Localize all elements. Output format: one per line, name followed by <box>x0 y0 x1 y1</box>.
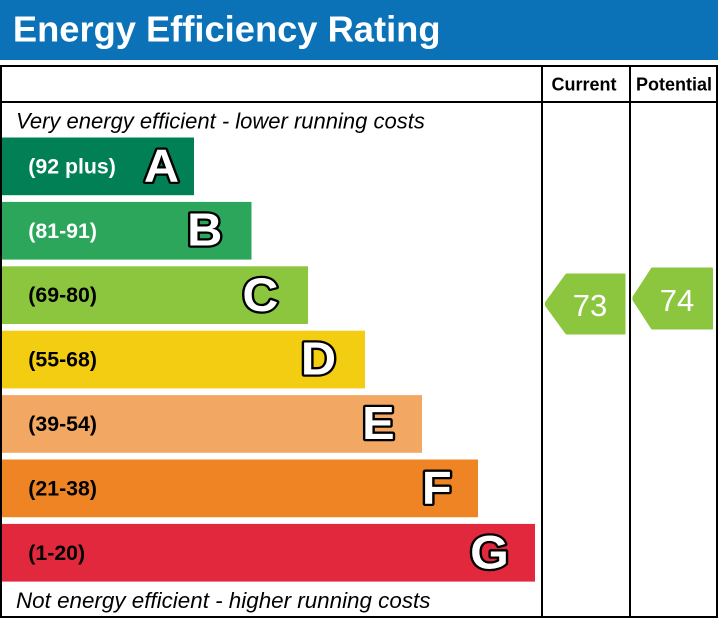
svg-text:74: 74 <box>660 283 694 318</box>
svg-text:(21-38): (21-38) <box>28 476 97 500</box>
svg-text:D: D <box>301 334 336 385</box>
svg-text:(92 plus): (92 plus) <box>28 154 116 178</box>
svg-text:F: F <box>422 463 452 514</box>
svg-text:73: 73 <box>573 288 607 323</box>
svg-text:C: C <box>242 269 278 321</box>
svg-text:(39-54): (39-54) <box>28 412 97 436</box>
svg-text:Current: Current <box>551 75 616 95</box>
svg-text:Potential: Potential <box>636 75 712 95</box>
svg-text:(69-80): (69-80) <box>28 283 97 307</box>
svg-text:Energy Efficiency Rating: Energy Efficiency Rating <box>13 8 441 49</box>
svg-text:E: E <box>362 398 395 449</box>
svg-text:(55-68): (55-68) <box>28 348 97 372</box>
svg-text:Very energy efficient - lower: Very energy efficient - lower running co… <box>16 109 425 134</box>
svg-text:(1-20): (1-20) <box>28 541 85 565</box>
svg-text:(81-91): (81-91) <box>28 219 97 243</box>
svg-text:Not energy efficient - higher: Not energy efficient - higher running co… <box>16 588 430 613</box>
svg-text:B: B <box>187 205 222 256</box>
svg-text:A: A <box>144 141 179 192</box>
svg-text:G: G <box>470 527 509 579</box>
